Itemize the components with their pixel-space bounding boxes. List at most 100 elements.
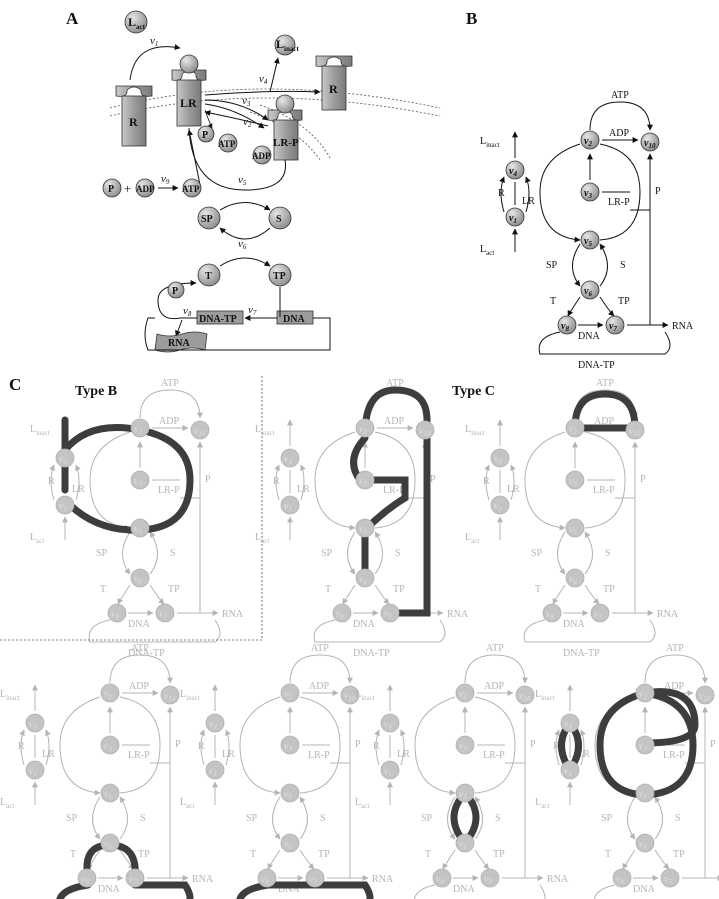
node-v3-label: v3 <box>134 476 142 488</box>
node-v10 <box>640 132 660 152</box>
atp-label: ATP <box>486 643 504 654</box>
node-v2-label: v2 <box>569 424 577 436</box>
v4-label: v <box>259 73 264 85</box>
cycle-loop <box>361 386 431 617</box>
lrp-label: LR-P <box>608 197 630 208</box>
atp-label: ATP <box>596 378 614 389</box>
node-v1-label: v1 <box>494 501 502 513</box>
edge <box>599 243 608 287</box>
node-v5-label: v5 <box>569 524 577 536</box>
node-v2-label: v2 <box>284 689 292 701</box>
node-v2-label: v2 <box>359 424 367 436</box>
l-inact-label: Linact <box>30 424 50 437</box>
p-label: P <box>530 739 536 750</box>
node-v6 <box>635 833 655 853</box>
t-label: T <box>250 849 256 860</box>
edge <box>654 796 663 840</box>
node-v10-label: v10 <box>519 691 531 703</box>
node-v5 <box>100 783 120 803</box>
node-v5 <box>580 230 600 250</box>
node-v5-label: v5 <box>639 789 647 801</box>
tp-label: TP <box>318 849 330 860</box>
node-v5-label: v5 <box>459 789 467 801</box>
dna-label: DNA <box>563 619 585 630</box>
node-v5-label: v5 <box>584 236 592 248</box>
node-v8-label: v8 <box>436 874 444 886</box>
l-inact-label: Linact <box>255 424 275 437</box>
s-label: S <box>675 813 681 824</box>
node-v10 <box>625 420 645 440</box>
node-v8-label: v8 <box>336 609 344 621</box>
edge <box>557 531 566 575</box>
adp-label: ADP <box>159 416 179 427</box>
l-act-label: L <box>128 15 136 29</box>
node-v8 <box>107 603 127 623</box>
svg-text:Linact: Linact <box>276 37 299 53</box>
node-v3 <box>100 735 120 755</box>
edge <box>374 531 383 575</box>
edge <box>199 729 205 766</box>
edge <box>45 729 51 766</box>
node-v7-label: v7 <box>159 609 167 621</box>
edge <box>119 696 161 794</box>
edge <box>524 431 566 531</box>
node-v8 <box>557 315 577 335</box>
edge <box>374 584 390 605</box>
node-v7 <box>590 603 610 623</box>
edge <box>400 729 406 766</box>
edge <box>584 531 593 575</box>
adp-label: ADP <box>594 416 614 427</box>
node-v6-label: v6 <box>459 839 467 851</box>
receptor-r-left: R <box>115 85 153 147</box>
edge <box>299 849 315 870</box>
l-inact-sub: inact <box>284 45 299 53</box>
edge <box>464 654 528 684</box>
edge <box>59 696 101 796</box>
rna-label: RNA <box>672 321 694 332</box>
node-v6 <box>355 568 375 588</box>
dna-label: DNA <box>128 619 150 630</box>
r-label: R <box>48 476 55 487</box>
node-v4 <box>490 448 510 468</box>
edge <box>654 849 670 870</box>
node-v10-label: v10 <box>629 426 641 438</box>
node-v4-label: v4 <box>59 454 67 466</box>
t-label: T <box>325 584 331 595</box>
node-v4 <box>55 448 75 468</box>
node-v3-label: v3 <box>639 741 647 753</box>
node-v7 <box>480 868 500 888</box>
edge <box>75 464 81 501</box>
atp-label: ATP <box>161 378 179 389</box>
node-v6 <box>280 833 300 853</box>
edge <box>615 441 638 499</box>
edge <box>593 884 616 899</box>
node-v7-label: v7 <box>309 874 317 886</box>
panel-c-label: C <box>9 375 21 394</box>
l-inact-label: L <box>276 37 284 51</box>
l-act-label: Lact <box>255 532 269 545</box>
dna-label: DNA <box>283 314 305 325</box>
tp-label: TP <box>618 296 630 307</box>
p-label: P <box>430 474 436 485</box>
v8-sub: 8 <box>188 310 192 318</box>
v9-adp-label: ADP <box>136 184 155 194</box>
node-v3-label: v3 <box>569 476 577 488</box>
svg-text:v9: v9 <box>161 173 170 186</box>
r-label: R <box>373 741 380 752</box>
node-v8 <box>542 603 562 623</box>
node-v2-label: v2 <box>459 689 467 701</box>
v2-sub: 2 <box>248 121 252 129</box>
edge <box>442 849 456 870</box>
edge <box>622 849 636 870</box>
edge <box>584 431 626 529</box>
node-v2-label: v2 <box>134 424 142 436</box>
p-label: P <box>355 739 361 750</box>
t-label: T <box>100 584 106 595</box>
adp-ball-label: ADP <box>252 151 271 161</box>
edge <box>119 796 128 840</box>
p-label: P <box>640 474 646 485</box>
l-inact-label: Linact <box>465 424 485 437</box>
receptor-r-right: R <box>315 55 353 111</box>
cycle-loop <box>56 881 194 899</box>
